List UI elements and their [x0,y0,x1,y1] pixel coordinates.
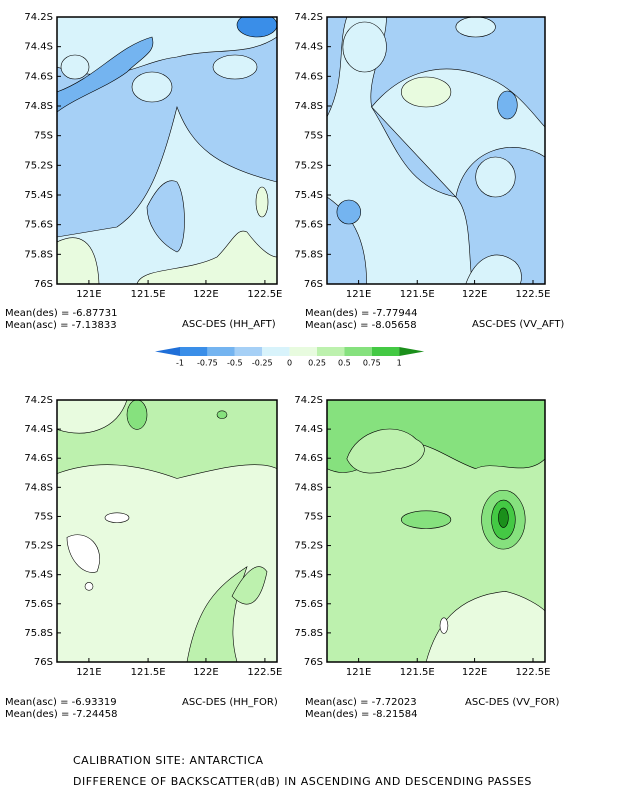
y-tick-label: 75.4S [294,570,323,581]
panel-label: ASC-DES (HH_AFT) [182,319,276,330]
mean-text: Mean(asc) = -7.72023 [305,697,417,708]
x-tick-label: 122.5E [516,289,551,300]
y-tick-label: 74.8S [294,101,323,112]
x-tick-label: 121E [76,667,101,678]
contour-map [327,400,546,662]
mean-text: Mean(des) = -7.24458 [5,709,117,720]
colorbar-label: -0.75 [197,359,218,368]
x-tick-label: 122E [193,667,218,678]
footer-text: DIFFERENCE OF BACKSCATTER(dB) IN ASCENDI… [73,775,532,788]
panel-label: ASC-DES (VV_FOR) [465,697,559,708]
x-tick-label: 121E [346,667,371,678]
mean-text: Mean(asc) = -8.05658 [305,320,417,331]
panel-label: ASC-DES (HH_FOR) [182,697,278,708]
colorbar-label: 0 [287,359,292,368]
y-tick-label: 75.6S [24,220,53,231]
contour-map [57,400,277,662]
colorbar-end [155,347,180,356]
plot-frame [326,399,546,663]
y-tick-label: 74.6S [294,71,323,82]
y-tick-label: 74.8S [24,482,53,493]
x-tick-label: 122E [462,289,487,300]
x-tick-label: 121.5E [400,289,435,300]
y-tick-label: 74.2S [24,12,53,23]
mean-text: Mean(des) = -6.87731 [5,308,117,319]
y-tick-label: 75.2S [294,541,323,552]
x-tick-label: 122E [462,667,487,678]
y-tick-label: 75.4S [24,190,53,201]
colorbar-label: -0.5 [227,359,243,368]
x-tick-label: 122.5E [516,667,551,678]
x-tick-label: 121.5E [131,667,166,678]
x-tick-label: 122E [193,289,218,300]
y-tick-label: 75S [34,131,53,142]
mean-text: Mean(des) = -8.21584 [305,709,417,720]
colorbar-box [371,347,400,356]
x-tick-label: 121E [346,289,371,300]
contour-map [57,17,277,284]
y-tick-label: 75S [34,511,53,522]
y-tick-label: 74.2S [24,395,53,406]
y-tick-label: 74.6S [24,453,53,464]
colorbar-box [207,347,235,356]
colorbar-label: 0.25 [308,359,326,368]
y-tick-label: 76S [304,279,323,290]
x-tick-label: 121E [76,289,101,300]
colorbar-box [180,347,208,356]
y-tick-label: 75S [304,131,323,142]
y-tick-label: 75.4S [294,190,323,201]
y-tick-label: 74.8S [294,482,323,493]
colorbar-label: -1 [176,359,184,368]
colorbar-end [399,347,425,356]
y-tick-label: 74.2S [294,12,323,23]
x-tick-label: 122.5E [247,289,282,300]
y-tick-label: 75.8S [294,628,323,639]
y-tick-label: 75.8S [24,249,53,260]
y-tick-label: 74.2S [294,395,323,406]
colorbar-label: 0.5 [338,359,351,368]
plot-frame [326,16,546,285]
y-tick-label: 75.4S [24,570,53,581]
footer-text: CALIBRATION SITE: ANTARCTICA [73,754,264,767]
colorbar-label: 0.75 [363,359,381,368]
y-tick-label: 75.6S [24,599,53,610]
panel-label: ASC-DES (VV_AFT) [472,319,564,330]
y-tick-label: 76S [34,657,53,668]
y-tick-label: 75S [304,511,323,522]
y-tick-label: 76S [34,279,53,290]
colorbar-box [289,347,317,356]
colorbar-box [344,347,372,356]
mean-text: Mean(des) = -7.77944 [305,308,417,319]
x-tick-label: 122.5E [247,667,282,678]
y-tick-label: 75.2S [24,160,53,171]
plot-frame [56,16,278,285]
y-tick-label: 74.8S [24,101,53,112]
y-tick-label: 75.6S [294,220,323,231]
colorbar-box [317,347,345,356]
y-tick-label: 74.4S [24,424,53,435]
colorbar-label: 1 [397,359,402,368]
plot-frame [56,399,278,663]
y-tick-label: 74.4S [24,42,53,53]
x-tick-label: 121.5E [400,667,435,678]
contour-map [327,17,546,284]
y-tick-label: 74.6S [24,71,53,82]
y-tick-label: 76S [304,657,323,668]
colorbar-label: -0.25 [252,359,273,368]
mean-text: Mean(asc) = -6.93319 [5,697,117,708]
y-tick-label: 74.4S [294,424,323,435]
colorbar-box [262,347,290,356]
mean-text: Mean(asc) = -7.13833 [5,320,117,331]
y-tick-label: 75.8S [24,628,53,639]
y-tick-label: 75.8S [294,249,323,260]
x-tick-label: 121.5E [131,289,166,300]
y-tick-label: 75.6S [294,599,323,610]
colorbar-box [234,347,263,356]
y-tick-label: 74.4S [294,42,323,53]
y-tick-label: 75.2S [294,160,323,171]
y-tick-label: 74.6S [294,453,323,464]
y-tick-label: 75.2S [24,541,53,552]
